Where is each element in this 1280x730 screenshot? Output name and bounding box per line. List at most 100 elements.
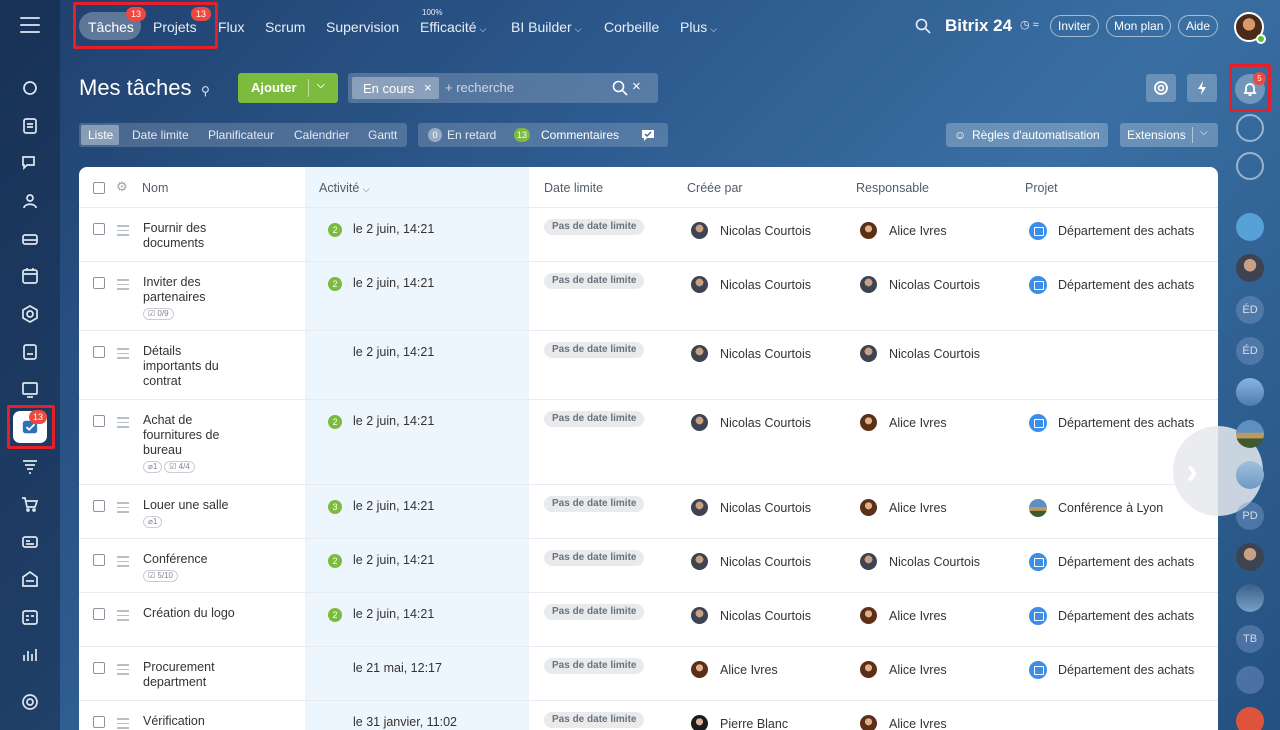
row-checkbox[interactable] bbox=[93, 608, 105, 620]
copilot-icon[interactable] bbox=[1236, 114, 1264, 142]
sidebar-item-marketing[interactable] bbox=[18, 455, 42, 479]
drag-handle-icon[interactable] bbox=[117, 610, 129, 624]
close-icon[interactable]: × bbox=[424, 80, 432, 95]
creator-name[interactable]: Alice Ivres bbox=[720, 663, 778, 677]
add-button[interactable]: Ajouter ⌵ bbox=[238, 73, 338, 103]
my-plan-button[interactable]: Mon plan bbox=[1106, 15, 1172, 37]
drag-handle-icon[interactable] bbox=[117, 718, 129, 730]
table-row[interactable]: Conférence ☑ 5/10 2 le 2 juin, 14:21 Pas de … bbox=[79, 538, 1218, 592]
task-name-link[interactable]: Louer une salle bbox=[143, 498, 229, 512]
view-list[interactable]: Liste bbox=[88, 128, 114, 142]
view-gantt[interactable]: Gantt bbox=[368, 128, 398, 142]
drag-handle-icon[interactable] bbox=[117, 664, 129, 678]
filter-chip[interactable]: En cours × bbox=[352, 77, 439, 99]
creator-name[interactable]: Nicolas Courtois bbox=[720, 278, 812, 292]
tab-scrum[interactable]: Scrum bbox=[265, 19, 306, 35]
creator-name[interactable]: Nicolas Courtois bbox=[720, 416, 812, 430]
drag-handle-icon[interactable] bbox=[117, 348, 129, 362]
overdue-filter[interactable]: En retard bbox=[447, 128, 497, 142]
search-icon[interactable] bbox=[915, 18, 931, 34]
sidebar-item-inventory[interactable] bbox=[18, 567, 42, 591]
menu-icon[interactable] bbox=[20, 17, 40, 33]
drag-handle-icon[interactable] bbox=[117, 502, 129, 516]
creator-name[interactable]: Nicolas Courtois bbox=[720, 609, 812, 623]
deadline-badge[interactable]: Pas de date limite bbox=[544, 342, 645, 358]
deadline-badge[interactable]: Pas de date limite bbox=[544, 658, 645, 674]
sidebar-item-sign[interactable] bbox=[18, 340, 42, 364]
tab-more[interactable]: Plus ⌵ bbox=[680, 19, 717, 35]
view-calendar[interactable]: Calendrier bbox=[294, 128, 350, 142]
sidebar-item-feed[interactable] bbox=[18, 76, 42, 100]
contact-initials-avatar[interactable]: TB bbox=[1236, 625, 1264, 653]
table-row[interactable]: Inviter des partenaires ☑ 0/9 2 le 2 juin, … bbox=[79, 261, 1218, 330]
contact-initials-avatar[interactable]: ÉD bbox=[1236, 337, 1264, 365]
search-icon[interactable] bbox=[612, 80, 628, 96]
sidebar-item-messenger[interactable] bbox=[18, 151, 42, 175]
tab-supervision[interactable]: Supervision bbox=[326, 19, 400, 35]
pin-icon[interactable]: ⚲ bbox=[201, 84, 210, 98]
row-checkbox[interactable] bbox=[93, 716, 105, 728]
extensions-button[interactable]: Extensions ⌵ bbox=[1120, 123, 1218, 147]
column-activity[interactable]: Activité ⌵ bbox=[319, 181, 370, 195]
task-name-link[interactable]: Inviter des partenaires bbox=[143, 275, 206, 304]
row-checkbox[interactable] bbox=[93, 662, 105, 674]
column-name[interactable]: Nom bbox=[142, 181, 169, 195]
table-row[interactable]: Vérification le 31 janvier, 11:02 Pas de d… bbox=[79, 700, 1218, 730]
drag-handle-icon[interactable] bbox=[117, 417, 129, 431]
robot-button[interactable] bbox=[1187, 74, 1217, 102]
creator-name[interactable]: Nicolas Courtois bbox=[720, 224, 812, 238]
deadline-badge[interactable]: Pas de date limite bbox=[544, 550, 645, 566]
group-chat-avatar[interactable] bbox=[1236, 461, 1264, 489]
table-row[interactable]: Procurement department le 21 mai, 12:17 Pa… bbox=[79, 646, 1218, 700]
creator-name[interactable]: Pierre Blanc bbox=[720, 717, 789, 730]
deadline-badge[interactable]: Pas de date limite bbox=[544, 496, 645, 512]
project-name[interactable]: Conférence à Lyon bbox=[1058, 501, 1164, 515]
drag-handle-icon[interactable] bbox=[117, 279, 129, 293]
responsible-name[interactable]: Nicolas Courtois bbox=[889, 347, 981, 361]
comments-filter[interactable]: Commentaires bbox=[541, 128, 620, 142]
table-row[interactable]: Louer une salle ⌀1 3 le 2 juin, 14:21 Pas de… bbox=[79, 484, 1218, 538]
project-name[interactable]: Département des achats bbox=[1058, 555, 1195, 569]
responsible-name[interactable]: Nicolas Courtois bbox=[889, 278, 981, 292]
chevron-down-icon[interactable]: ⌵ bbox=[1200, 127, 1208, 138]
responsible-name[interactable]: Alice Ivres bbox=[889, 224, 947, 238]
tab-flux[interactable]: Flux bbox=[218, 19, 245, 35]
read-all-icon[interactable] bbox=[640, 127, 656, 143]
contact-initials-avatar[interactable]: PD bbox=[1236, 502, 1264, 530]
select-all-checkbox[interactable] bbox=[93, 182, 105, 194]
deadline-badge[interactable]: Pas de date limite bbox=[544, 712, 645, 728]
row-checkbox[interactable] bbox=[93, 277, 105, 289]
contact-initials-avatar[interactable]: ÉD bbox=[1236, 296, 1264, 324]
creator-name[interactable]: Nicolas Courtois bbox=[720, 555, 812, 569]
search-chat-icon[interactable] bbox=[1236, 152, 1264, 180]
sidebar-item-shop[interactable] bbox=[18, 492, 42, 516]
responsible-name[interactable]: Alice Ivres bbox=[889, 501, 947, 515]
row-checkbox[interactable] bbox=[93, 346, 105, 358]
invite-button[interactable]: Inviter bbox=[1050, 15, 1099, 37]
settings-button[interactable] bbox=[1146, 74, 1176, 102]
record-icon[interactable] bbox=[1236, 707, 1264, 730]
automation-rules-button[interactable]: ☺ Règles d'automatisation bbox=[946, 123, 1108, 147]
sidebar-item-bi[interactable] bbox=[18, 643, 42, 667]
sidebar-item-timeman[interactable] bbox=[18, 605, 42, 629]
deadline-badge[interactable]: Pas de date limite bbox=[544, 604, 645, 620]
clock-icon[interactable]: ◷ ≈ bbox=[1020, 19, 1039, 31]
task-name-link[interactable]: Vérification bbox=[143, 714, 205, 728]
sidebar-item-docs[interactable] bbox=[18, 114, 42, 138]
filter-search-box[interactable]: En cours × + recherche × bbox=[348, 73, 658, 103]
task-name-link[interactable]: Procurement department bbox=[143, 660, 215, 689]
task-name-cell[interactable]: Achat de fournitures de bureau ⌀1 ☑ 4/4 bbox=[143, 413, 238, 473]
task-name-link[interactable]: Fournir des documents bbox=[143, 221, 207, 250]
contact-avatar[interactable] bbox=[1236, 254, 1264, 282]
sidebar-item-crm[interactable] bbox=[18, 302, 42, 326]
gear-icon[interactable]: ⚙ bbox=[116, 179, 128, 194]
deadline-badge[interactable]: Pas de date limite bbox=[544, 411, 645, 427]
row-checkbox[interactable] bbox=[93, 223, 105, 235]
project-name[interactable]: Département des achats bbox=[1058, 663, 1195, 677]
responsible-name[interactable]: Alice Ivres bbox=[889, 609, 947, 623]
task-name-link[interactable]: Détails importants du contrat bbox=[143, 344, 219, 388]
responsible-name[interactable]: Nicolas Courtois bbox=[889, 555, 981, 569]
tab-trash[interactable]: Corbeille bbox=[604, 19, 660, 35]
bot-avatar[interactable] bbox=[1236, 584, 1264, 612]
table-row[interactable]: Détails importants du contrat le 2 juin, … bbox=[79, 330, 1218, 399]
